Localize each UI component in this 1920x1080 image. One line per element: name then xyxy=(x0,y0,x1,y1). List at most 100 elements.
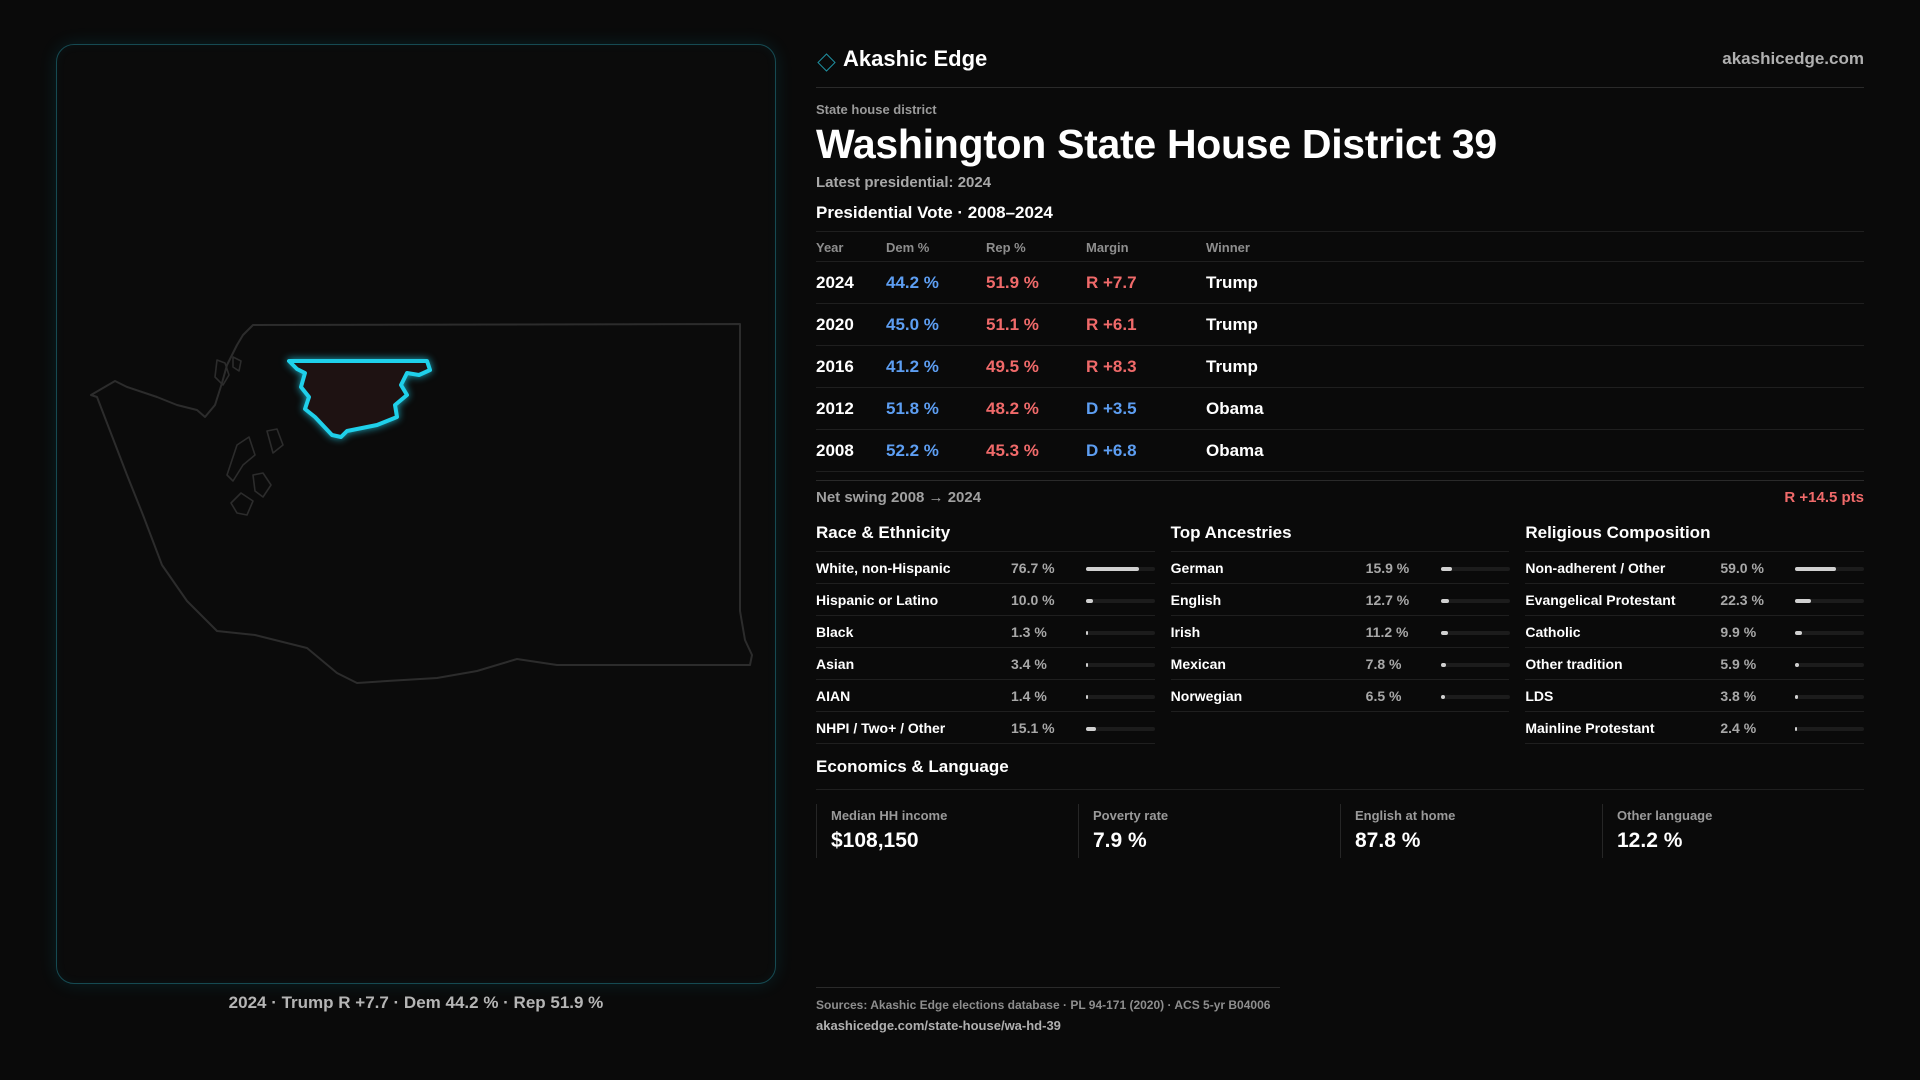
list-item: English 12.7 % xyxy=(1170,584,1510,616)
share-bar-fill xyxy=(1440,695,1446,699)
share-bar xyxy=(1086,663,1155,667)
demographic-columns: Race & Ethnicity White, non-Hispanic 76.7… xyxy=(816,520,1865,744)
item-percent: 10.0 % xyxy=(1011,592,1055,608)
share-bar xyxy=(1440,599,1510,603)
share-bar-fill xyxy=(1440,567,1452,571)
stat-value: $108,150 xyxy=(831,829,919,852)
item-label: Norwegian xyxy=(1170,688,1243,704)
share-bar xyxy=(1086,631,1155,635)
table-row: 2016 41.2 % 49.5 % R +8.3 Trump xyxy=(816,345,1864,388)
share-bar-fill xyxy=(1086,567,1139,571)
item-label: Non-adherent / Other xyxy=(1525,560,1666,576)
page-url-link[interactable]: akashicedge.com/state-house/wa-hd-39 xyxy=(816,1018,1061,1033)
religious-composition-heading: Religious Composition xyxy=(1525,520,1865,552)
item-label: Evangelical Protestant xyxy=(1525,592,1676,608)
latest-presidential: Latest presidential: 2024 xyxy=(816,174,992,191)
stat-value: 7.9 % xyxy=(1093,829,1147,852)
item-label: LDS xyxy=(1525,688,1554,704)
list-item: Other tradition 5.9 % xyxy=(1525,648,1865,680)
list-item: Non-adherent / Other 59.0 % xyxy=(1525,552,1865,584)
share-bar-fill xyxy=(1086,727,1097,731)
share-bar xyxy=(1440,695,1510,699)
item-percent: 22.3 % xyxy=(1720,592,1764,608)
item-percent: 1.3 % xyxy=(1011,624,1047,640)
religious-composition-list: Religious Composition Non-adherent / Oth… xyxy=(1525,520,1865,744)
item-percent: 7.8 % xyxy=(1365,656,1402,672)
item-percent: 2.4 % xyxy=(1720,720,1757,736)
stat-label: English at home xyxy=(1355,808,1456,823)
map-caption: 2024 · Trump R +7.7 · Dem 44.2 % · Rep 5… xyxy=(228,993,604,1012)
share-bar xyxy=(1086,599,1155,603)
puget-islands xyxy=(214,356,284,516)
row-dem: 45.0 % xyxy=(886,303,986,346)
detail-panel: Akashic Edge akashicedge.com State house… xyxy=(816,44,1865,858)
row-rep: 51.1 % xyxy=(986,303,1086,346)
stat-label: Poverty rate xyxy=(1093,808,1169,823)
share-bar-fill xyxy=(1086,599,1093,603)
top-ancestries-list: Top Ancestries German 15.9 % English 12.7 %… xyxy=(1170,520,1510,744)
row-year: 2016 xyxy=(816,345,886,388)
stat-median-income: Median HH income $108,150 xyxy=(816,804,1078,858)
item-percent: 6.5 % xyxy=(1365,688,1402,704)
item-label: Asian xyxy=(816,656,855,672)
share-bar xyxy=(1086,567,1155,571)
brand[interactable]: Akashic Edge xyxy=(816,46,987,72)
stat-value: 12.2 % xyxy=(1617,829,1683,852)
item-label: Mexican xyxy=(1170,656,1226,672)
net-swing: Net swing 2008 → 2024 R +14.5 pts xyxy=(816,480,1864,514)
row-rep: 48.2 % xyxy=(986,387,1086,430)
table-row: 2012 51.8 % 48.2 % D +3.5 Obama xyxy=(816,387,1864,430)
row-dem: 52.2 % xyxy=(886,429,986,472)
list-item: AIAN 1.4 % xyxy=(816,680,1155,712)
row-winner: Trump xyxy=(1206,303,1864,346)
sources-footer: Sources: Akashic Edge elections database… xyxy=(816,987,1280,1033)
state-outline xyxy=(90,323,753,684)
col-year: Year xyxy=(816,231,886,262)
col-dem: Dem % xyxy=(886,231,986,262)
share-bar-fill xyxy=(1795,631,1803,635)
share-bar-fill xyxy=(1795,663,1800,667)
share-bar-fill xyxy=(1795,695,1798,699)
item-percent: 59.0 % xyxy=(1720,560,1764,576)
item-percent: 9.9 % xyxy=(1720,624,1757,640)
sources-text: Sources: Akashic Edge elections database… xyxy=(816,998,1271,1012)
share-bar xyxy=(1440,567,1510,571)
share-bar-fill xyxy=(1440,663,1447,667)
share-bar xyxy=(1795,599,1865,603)
share-bar xyxy=(1440,631,1510,635)
economics-stats: Median HH income $108,150 Poverty rate 7… xyxy=(816,804,1864,858)
site-link[interactable]: akashicedge.com xyxy=(1722,49,1864,68)
share-bar xyxy=(1795,695,1865,699)
item-label: Hispanic or Latino xyxy=(816,592,939,608)
share-bar-fill xyxy=(1086,631,1088,635)
row-year: 2008 xyxy=(816,429,886,472)
item-percent: 12.7 % xyxy=(1365,592,1410,608)
list-item: Catholic 9.9 % xyxy=(1525,616,1865,648)
row-margin: D +6.8 xyxy=(1086,429,1206,472)
row-rep: 51.9 % xyxy=(986,261,1086,304)
row-rep: 45.3 % xyxy=(986,429,1086,472)
row-rep: 49.5 % xyxy=(986,345,1086,388)
row-year: 2024 xyxy=(816,261,886,304)
item-percent: 1.4 % xyxy=(1011,688,1047,704)
row-winner: Trump xyxy=(1206,261,1864,304)
stat-poverty-rate: Poverty rate 7.9 % xyxy=(1078,804,1340,858)
list-item: German 15.9 % xyxy=(1170,552,1510,584)
row-dem: 41.2 % xyxy=(886,345,986,388)
list-item: Black 1.3 % xyxy=(816,616,1155,648)
brand-name: Akashic Edge xyxy=(843,46,988,71)
list-item: LDS 3.8 % xyxy=(1525,680,1865,712)
list-item: Asian 3.4 % xyxy=(816,648,1155,680)
list-item: NHPI / Two+ / Other 15.1 % xyxy=(816,712,1155,744)
item-percent: 3.4 % xyxy=(1011,656,1047,672)
map-panel[interactable] xyxy=(56,44,776,984)
item-label: AIAN xyxy=(816,688,851,704)
list-item: Hispanic or Latino 10.0 % xyxy=(816,584,1155,616)
share-bar xyxy=(1795,663,1865,667)
share-bar-fill xyxy=(1086,663,1089,667)
net-swing-value: R +14.5 pts xyxy=(1784,489,1864,506)
col-margin: Margin xyxy=(1086,231,1206,262)
item-percent: 11.2 % xyxy=(1365,624,1409,640)
share-bar xyxy=(1086,695,1155,699)
share-bar xyxy=(1440,663,1510,667)
